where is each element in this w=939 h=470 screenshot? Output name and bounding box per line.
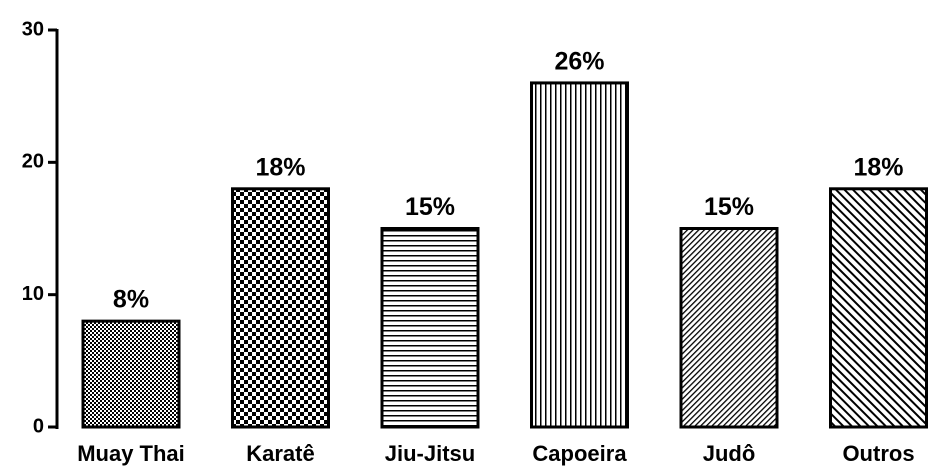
bar	[380, 227, 480, 429]
y-tick-label: 0	[33, 415, 44, 437]
x-tick-label: Capoeira	[532, 441, 627, 466]
value-label: 8%	[113, 286, 149, 314]
value-label: 26%	[554, 48, 604, 76]
x-tick-label: Judô	[703, 441, 756, 466]
x-tick-label: Jiu-Jitsu	[385, 441, 475, 466]
bar	[829, 187, 928, 429]
y-tick-label: 20	[22, 151, 44, 173]
value-label: 15%	[704, 193, 754, 221]
value-label: 15%	[405, 193, 455, 221]
y-tick-label: 30	[22, 18, 44, 40]
value-label: 18%	[255, 153, 305, 181]
y-tick-label: 10	[22, 283, 44, 305]
bar	[81, 319, 181, 429]
bar	[679, 227, 779, 429]
value-label: 18%	[853, 153, 903, 181]
x-tick-label: Karatê	[246, 441, 314, 466]
bar	[530, 81, 629, 429]
x-tick-label: Muay Thai	[77, 441, 185, 466]
bar	[231, 187, 330, 429]
x-tick-label: Outros	[842, 441, 914, 466]
